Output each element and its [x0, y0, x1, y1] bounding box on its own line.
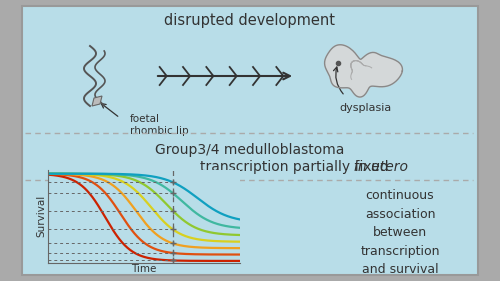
Text: foetal
rhombic lip: foetal rhombic lip [130, 114, 188, 136]
Text: continuous
association
between
transcription
and survival: continuous association between transcrip… [360, 189, 440, 276]
Text: disrupted development: disrupted development [164, 13, 336, 28]
X-axis label: Time: Time [131, 264, 156, 274]
Text: transcription partially fixed: transcription partially fixed [200, 160, 393, 174]
Polygon shape [92, 96, 102, 106]
FancyBboxPatch shape [22, 6, 478, 275]
Text: Group3/4 medulloblastoma: Group3/4 medulloblastoma [156, 143, 344, 157]
Y-axis label: Survival: Survival [36, 195, 46, 237]
Polygon shape [324, 45, 402, 97]
Text: dysplasia: dysplasia [339, 103, 391, 113]
Text: in utero: in utero [354, 160, 408, 174]
